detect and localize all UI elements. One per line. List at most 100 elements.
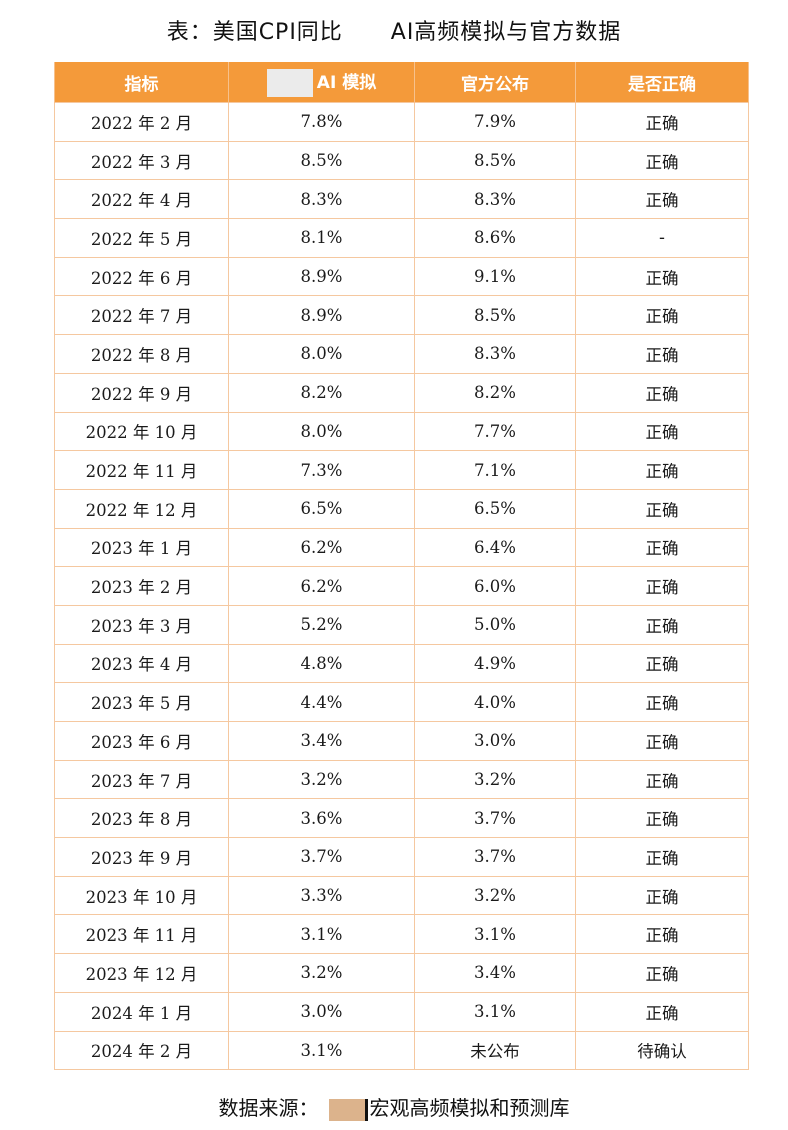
cpi-comparison-table: 指标 AI 模拟 官方公布 是否正确 2022 年 2 月 7.8% 7.9% 正确 2… xyxy=(54,62,749,1071)
cell-correct: 正确 xyxy=(575,643,749,684)
cell-month: 2022 年 9 月 xyxy=(54,372,229,413)
cell-ai-value: 4.4% xyxy=(228,682,415,722)
cell-correct: 正确 xyxy=(575,488,749,529)
cell-ai-value: 7.3% xyxy=(228,450,415,490)
cell-month: 2022 年 8 月 xyxy=(54,334,229,374)
cell-ai-value: 6.2% xyxy=(228,527,415,568)
cell-official-value: 5.0% xyxy=(414,604,576,645)
table-row: 2023 年 8 月 3.6% 3.7% 正确 xyxy=(54,798,749,839)
cell-month: 2023 年 9 月 xyxy=(54,837,229,877)
cell-ai-value: 4.8% xyxy=(228,643,415,684)
cell-official-value: 3.7% xyxy=(414,837,576,877)
cell-ai-value: 8.3% xyxy=(228,179,415,220)
cell-month: 2022 年 12 月 xyxy=(54,488,229,529)
cell-correct: 正确 xyxy=(575,527,749,568)
cell-ai-value: 8.2% xyxy=(228,372,415,413)
cell-official-value: 3.1% xyxy=(414,914,576,955)
cell-correct: 正确 xyxy=(575,334,749,374)
cell-correct: 正确 xyxy=(575,914,749,955)
cell-month: 2023 年 6 月 xyxy=(54,721,229,761)
cell-ai-value: 3.1% xyxy=(228,1030,415,1071)
cell-ai-value: 3.1% xyxy=(228,914,415,955)
cell-correct: 正确 xyxy=(575,140,749,181)
cell-ai-value: 8.1% xyxy=(228,218,415,258)
cell-ai-value: 8.9% xyxy=(228,295,415,336)
table-title: 表：美国CPI同比 AI高频模拟与官方数据 xyxy=(166,20,622,45)
cell-official-value: 8.3% xyxy=(414,334,576,374)
table-row: 2022 年 9 月 8.2% 8.2% 正确 xyxy=(54,372,749,413)
cell-month: 2023 年 11 月 xyxy=(54,914,229,955)
source-text: 宏观高频模拟和预测库 xyxy=(369,1096,570,1120)
cell-correct: 正确 xyxy=(575,372,749,413)
cell-ai-value: 6.2% xyxy=(228,566,415,606)
cell-month: 2023 年 4 月 xyxy=(54,643,229,684)
cell-month: 2023 年 10 月 xyxy=(54,875,229,916)
table-row: 2024 年 2 月 3.1% 未公布 待确认 xyxy=(54,1030,749,1071)
cell-official-value: 8.2% xyxy=(414,372,576,413)
table-row: 2023 年 10 月 3.3% 3.2% 正确 xyxy=(54,875,749,916)
cell-official-value: 6.4% xyxy=(414,527,576,568)
cell-month: 2023 年 1 月 xyxy=(54,527,229,568)
cell-correct: 正确 xyxy=(575,682,749,722)
cell-month: 2022 年 10 月 xyxy=(54,411,229,452)
cell-correct: 待确认 xyxy=(575,1030,749,1071)
table-row: 2022 年 2 月 7.8% 7.9% 正确 xyxy=(54,102,749,142)
table-row: 2022 年 4 月 8.3% 8.3% 正确 xyxy=(54,179,749,220)
cell-month: 2022 年 6 月 xyxy=(54,256,229,297)
cell-ai-value: 6.5% xyxy=(228,488,415,529)
cell-month: 2022 年 11 月 xyxy=(54,450,229,490)
table-row: 2023 年 9 月 3.7% 3.7% 正确 xyxy=(54,837,749,877)
cell-month: 2022 年 2 月 xyxy=(54,102,229,142)
table-row: 2023 年 1 月 6.2% 6.4% 正确 xyxy=(54,527,749,568)
source-bar-mark xyxy=(364,1098,368,1121)
cell-ai-value: 3.3% xyxy=(228,875,415,916)
table-row: 2022 年 7 月 8.9% 8.5% 正确 xyxy=(54,295,749,336)
cell-ai-value: 3.7% xyxy=(228,837,415,877)
header-ai-sim-label: AI 模拟 xyxy=(316,72,377,93)
cell-correct: 正确 xyxy=(575,179,749,220)
cell-ai-value: 3.2% xyxy=(228,759,415,800)
redacted-block xyxy=(266,68,313,97)
cell-correct: 正确 xyxy=(575,759,749,800)
table-row: 2022 年 10 月 8.0% 7.7% 正确 xyxy=(54,411,749,452)
cell-month: 2023 年 8 月 xyxy=(54,798,229,839)
cell-month: 2023 年 7 月 xyxy=(54,759,229,800)
cell-correct: 正确 xyxy=(575,411,749,452)
cell-ai-value: 3.6% xyxy=(228,798,415,839)
table-header-row: 指标 AI 模拟 官方公布 是否正确 xyxy=(54,62,749,103)
header-ai-sim: AI 模拟 xyxy=(228,62,415,103)
cell-month: 2024 年 2 月 xyxy=(54,1030,229,1071)
cell-month: 2022 年 3 月 xyxy=(54,140,229,181)
table-row: 2022 年 8 月 8.0% 8.3% 正确 xyxy=(54,334,749,374)
table-row: 2023 年 5 月 4.4% 4.0% 正确 xyxy=(54,682,749,722)
table-row: 2024 年 1 月 3.0% 3.1% 正确 xyxy=(54,991,749,1032)
cell-official-value: 4.9% xyxy=(414,643,576,684)
table-row: 2023 年 4 月 4.8% 4.9% 正确 xyxy=(54,643,749,684)
table-body: 2022 年 2 月 7.8% 7.9% 正确 2022 年 3 月 8.5% 8.5% 正确… xyxy=(54,102,749,1071)
cell-ai-value: 3.4% xyxy=(228,721,415,761)
cell-correct: 正确 xyxy=(575,604,749,645)
header-indicator: 指标 xyxy=(54,62,229,103)
cell-official-value: 7.1% xyxy=(414,450,576,490)
table-row: 2022 年 3 月 8.5% 8.5% 正确 xyxy=(54,140,749,181)
table-row: 2023 年 6 月 3.4% 3.0% 正确 xyxy=(54,721,749,761)
cell-official-value: 未公布 xyxy=(414,1030,576,1071)
table-row: 2023 年 2 月 6.2% 6.0% 正确 xyxy=(54,566,749,606)
cell-official-value: 3.0% xyxy=(414,721,576,761)
cell-official-value: 6.0% xyxy=(414,566,576,606)
cell-official-value: 6.5% xyxy=(414,488,576,529)
table-row: 2023 年 12 月 3.2% 3.4% 正确 xyxy=(54,953,749,993)
header-correct: 是否正确 xyxy=(575,62,749,103)
source-label: 数据来源： xyxy=(218,1096,319,1120)
cell-ai-value: 8.0% xyxy=(228,334,415,374)
cell-correct: 正确 xyxy=(575,102,749,142)
cell-official-value: 9.1% xyxy=(414,256,576,297)
cell-official-value: 4.0% xyxy=(414,682,576,722)
cell-official-value: 3.4% xyxy=(414,953,576,993)
table-row: 2023 年 3 月 5.2% 5.0% 正确 xyxy=(54,604,749,645)
cell-correct: 正确 xyxy=(575,295,749,336)
cell-official-value: 7.7% xyxy=(414,411,576,452)
cell-correct: 正确 xyxy=(575,566,749,606)
cell-month: 2022 年 7 月 xyxy=(54,295,229,336)
cell-correct: 正确 xyxy=(575,798,749,839)
